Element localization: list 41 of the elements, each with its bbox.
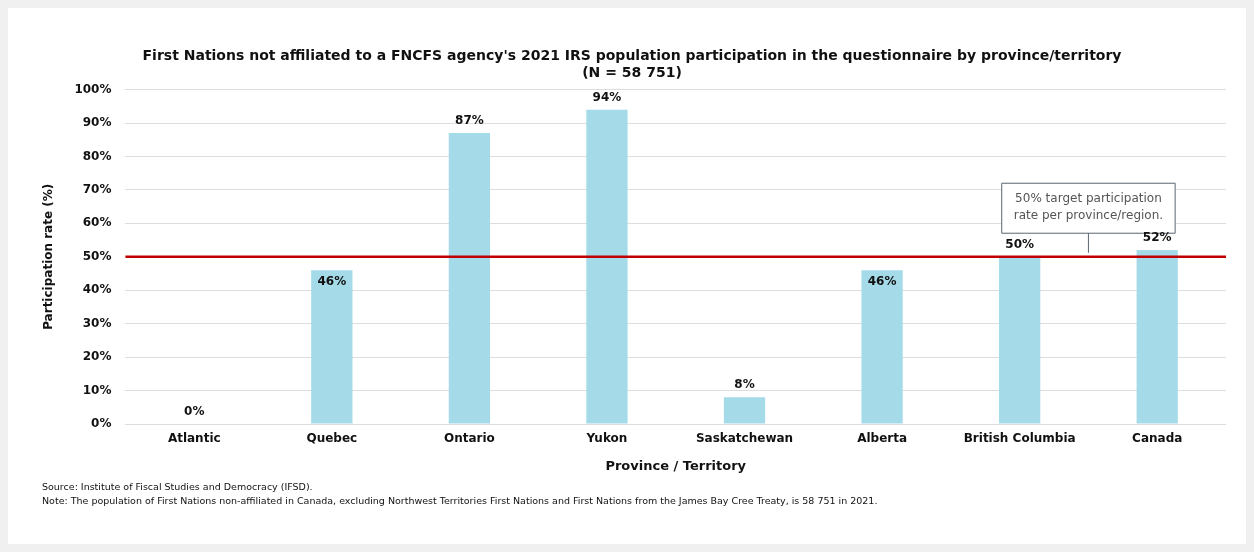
x-tick-label: Ontario — [443, 431, 495, 446]
ref-line-label: 50% target participation rate per province/region. — [1013, 191, 1164, 223]
x-tick-label: Alberta — [857, 431, 908, 446]
data-label: 8% — [734, 377, 755, 392]
chart-subtitle: (N = 58 751) — [582, 63, 682, 80]
data-label: 87% — [455, 113, 484, 128]
bar — [586, 109, 628, 424]
x-tick-label: Canada — [1132, 431, 1183, 446]
y-tick-label: 60% — [82, 215, 112, 230]
data-label: 50% — [1005, 236, 1035, 251]
y-tick-label: 10% — [82, 382, 112, 397]
data-label: 0% — [184, 404, 205, 419]
text: Note: The population of First Nations non-affiliated in Canada, excluding Northwest Territories First Nations and First Nations from the James Bay Cree Treaty, is 58 751 in 2021. — [42, 494, 878, 508]
bar — [1136, 250, 1178, 424]
y-axis-title: Participation rate (%) — [41, 183, 56, 330]
bar — [861, 270, 903, 424]
bar — [311, 270, 353, 424]
y-tick-label: 90% — [82, 115, 112, 130]
data-label: 46% — [867, 274, 897, 289]
source-note: Source: Institute of Fiscal Studies and Democracy (IFSD). — [42, 480, 314, 494]
y-tick-label: 40% — [82, 282, 112, 297]
y-tick-label: 70% — [82, 182, 112, 197]
x-tick-label: British Columbia — [963, 431, 1076, 446]
data-label: 52% — [1142, 230, 1172, 245]
y-tick-label: 50% — [82, 248, 112, 263]
x-tick-label: Atlantic — [167, 431, 221, 446]
x-tick-label: Yukon — [585, 431, 628, 446]
chart-title: First Nations not affiliated to a FNCFS agency's 2021 IRS population participation in the questionnaire by province/territory — [142, 47, 1122, 64]
y-tick-label: 20% — [82, 349, 112, 364]
data-label: 46% — [317, 274, 347, 289]
x-tick-label: Quebec — [306, 431, 358, 446]
data-label: 94% — [592, 89, 622, 104]
x-tick-label: Saskatchewan — [695, 431, 794, 446]
y-tick-label: 0% — [91, 416, 112, 431]
bar — [999, 256, 1041, 424]
y-tick-label: 100% — [74, 81, 112, 96]
bar — [723, 397, 766, 424]
y-tick-label: 30% — [82, 315, 112, 330]
bar — [448, 133, 491, 424]
y-tick-label: 80% — [82, 148, 112, 163]
x-axis-title: Province / Territory — [605, 457, 747, 473]
